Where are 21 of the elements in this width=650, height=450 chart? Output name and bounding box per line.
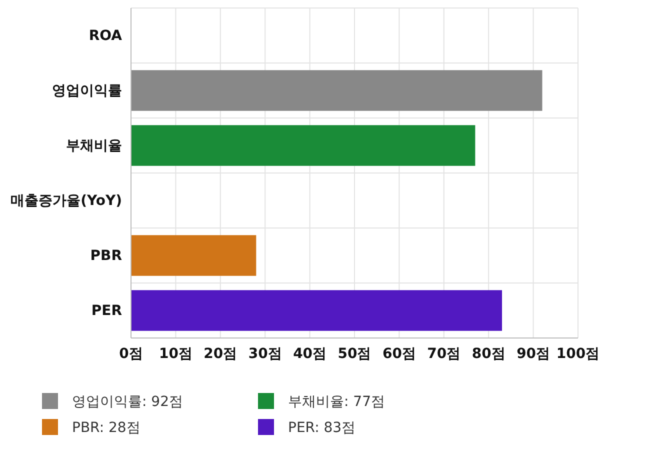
legend-label: 영업이익률: 92점 [72,394,183,410]
x-tick-label: 20점 [204,346,238,362]
y-tick-label: ROA [88,28,122,44]
x-tick-label: 70점 [427,346,461,362]
legend-label: PER: 83점 [288,420,356,436]
x-tick-label: 30점 [248,346,282,362]
x-tick-label: 0점 [119,346,143,362]
x-tick-label: 90점 [516,346,550,362]
x-tick-label: 10점 [158,346,192,362]
y-tick-label: 영업이익률 [52,82,122,99]
y-tick-label: 부채비율 [66,138,122,154]
x-tick-label: 100점 [556,346,600,362]
x-tick-label: 50점 [338,346,372,362]
legend-label: PBR: 28점 [72,420,140,436]
y-tick-label: PER [91,302,122,319]
y-tick-label: 매출증가율(YoY) [10,192,122,209]
legend-label: 부채비율: 77점 [288,394,385,410]
y-tick-label: PBR [90,248,122,264]
x-tick-label: 40점 [293,346,327,362]
x-tick-label: 60점 [382,346,416,362]
x-tick-label: 80점 [472,346,506,362]
